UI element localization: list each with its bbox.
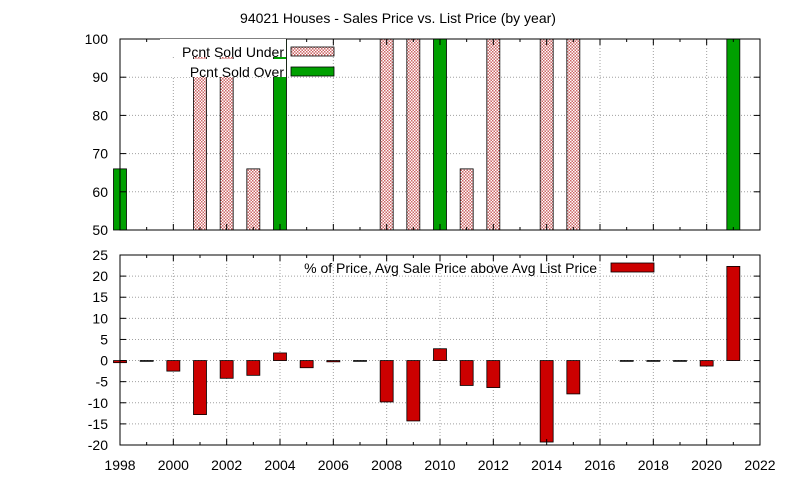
bar [459,360,474,386]
bar [139,360,154,362]
y-tick-label: 20 [92,268,108,284]
legend-swatch [290,66,335,77]
y-tick-label: 80 [92,107,108,123]
chart-title: 94021 Houses - Sales Price vs. List Pric… [240,10,556,26]
x-tick-label: 2018 [638,457,669,473]
y-tick-label: 50 [92,222,108,238]
bar [379,360,394,403]
x-tick-label: 2010 [424,457,455,473]
y-tick-label: 15 [92,289,108,305]
y-tick-label: -5 [96,374,109,390]
x-tick-label: 2006 [318,457,349,473]
y-tick-label: 0 [100,353,108,369]
bar [406,38,421,231]
legend-label: Pcnt Sold Under [182,44,284,60]
bar [326,360,341,363]
y-tick-label: 60 [92,184,108,200]
bar [646,360,661,362]
bar [433,348,447,361]
y-tick-label: -15 [88,416,108,432]
x-tick-label: 2016 [584,457,615,473]
bar [459,168,474,231]
bar [299,360,314,369]
y-tick-label: 5 [100,331,108,347]
x-tick-label: 2002 [211,457,242,473]
bar [273,352,287,361]
legend-bg [160,39,286,57]
bar [433,38,447,231]
legend-bg [160,59,286,77]
bar [246,168,261,231]
bar [353,360,367,362]
x-tick-label: 2004 [264,457,295,473]
bar [673,360,687,362]
legend-swatch [610,262,655,273]
legend-swatch [290,46,335,57]
bar [539,38,554,231]
y-tick-label: 70 [92,146,108,162]
bottom-panel: -20 -15 -10 -5 0 5 10 15 20 25 1998 2000 2002 2004 200… [88,247,776,473]
bar [726,265,741,361]
y-tick-label: -20 [88,437,108,453]
bar [193,360,207,415]
bar [219,360,234,379]
bar [566,38,581,231]
bar [486,38,501,231]
bar [699,360,714,367]
legend-label: Pcnt Sold Over [190,64,284,80]
bar [539,360,554,443]
x-tick-label: 2020 [691,457,722,473]
y-tick-label: 10 [92,310,108,326]
bar [379,38,394,231]
bar [246,360,261,376]
y-tick-label: 90 [92,69,108,85]
bar [486,360,501,388]
bar [566,360,581,395]
x-tick-label: 2012 [478,457,509,473]
y-tick-label: -10 [88,395,108,411]
y-tick-label: 100 [85,31,109,47]
x-tick-label: 2008 [371,457,402,473]
bar [406,360,421,422]
bar [619,360,634,362]
legend-label: % of Price, Avg Sale Price above Avg Lis… [304,260,597,276]
bar [726,38,741,231]
top-panel: 50 60 70 80 90 100 Pcnt Sold Under Pcnt Sold Ov… [85,31,761,238]
bar [166,360,181,372]
y-tick-label: 25 [92,247,108,263]
x-tick-label: 1998 [104,457,135,473]
x-tick-label: 2014 [531,457,562,473]
x-tick-label: 2000 [158,457,189,473]
x-tick-label: 2022 [744,457,775,473]
